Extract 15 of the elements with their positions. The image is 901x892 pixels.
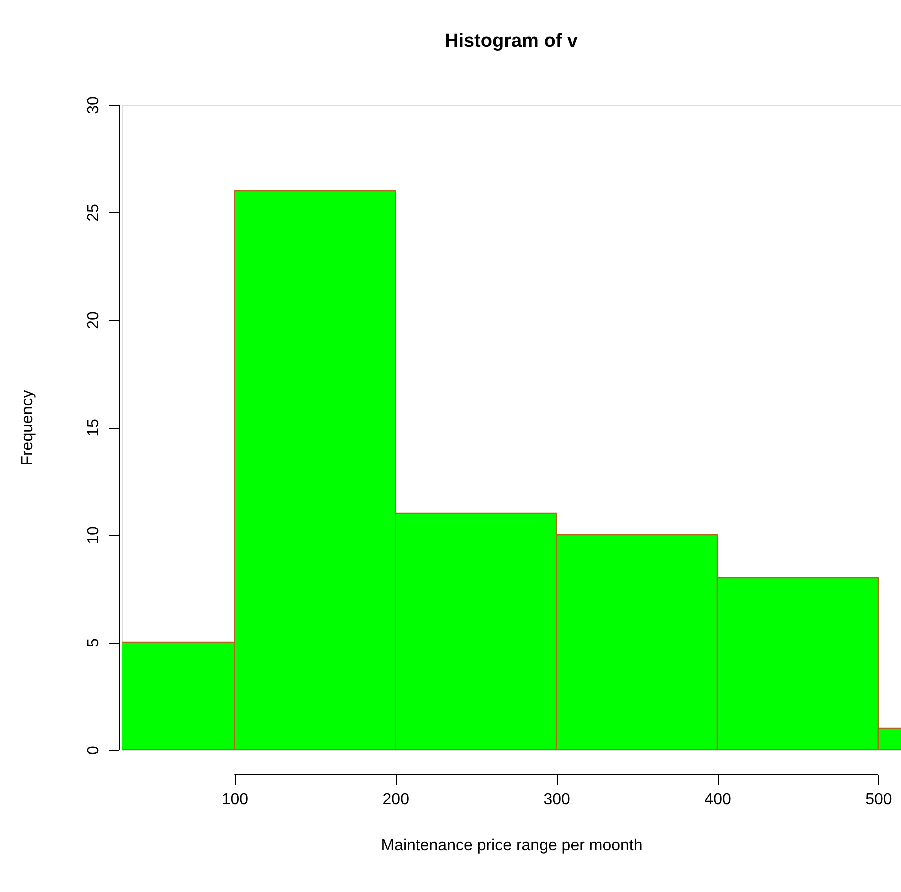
y-axis-title: Frequency bbox=[20, 390, 36, 466]
x-tick-label: 500 bbox=[866, 792, 892, 808]
y-tick-label: 0 bbox=[86, 746, 102, 755]
y-tick-label: 30 bbox=[86, 96, 102, 114]
chart-title: Histogram of v bbox=[444, 31, 578, 52]
x-axis-title: Maintenance price range per moonth bbox=[381, 838, 643, 854]
y-tick-label: 5 bbox=[86, 638, 102, 648]
x-tick-label: 100 bbox=[222, 792, 249, 808]
x-tick-label: 300 bbox=[544, 792, 571, 808]
y-tick-label: 20 bbox=[86, 312, 102, 330]
y-tick-label: 10 bbox=[86, 526, 102, 544]
x-tick-label: 200 bbox=[382, 792, 410, 808]
x-tick-label: 400 bbox=[704, 792, 732, 808]
y-tick-label: 25 bbox=[86, 204, 102, 222]
y-tick-label: 15 bbox=[86, 419, 102, 437]
